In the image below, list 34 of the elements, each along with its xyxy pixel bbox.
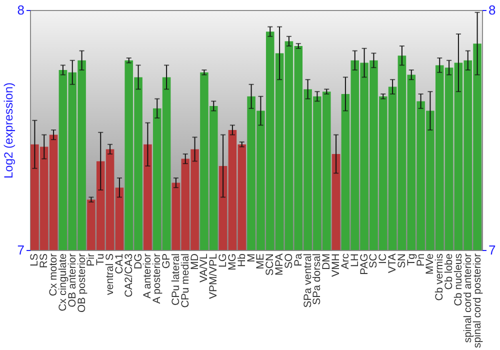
x-tick-label: spinal cord posterior	[471, 252, 484, 348]
x-tick-label: LH	[348, 254, 361, 267]
x-tick-label: Tg	[405, 253, 418, 266]
x-tick-label: IC	[377, 253, 390, 264]
x-tick-label: Tu	[94, 253, 107, 266]
x-tick-label: Hb	[236, 253, 248, 267]
x-tick-label: A anterior	[142, 253, 154, 298]
x-tick-label: LS	[28, 254, 41, 266]
y-axis-title: Log2 (expression)	[1, 82, 16, 179]
x-tick-label: CA2/CA3	[122, 253, 135, 298]
x-tick-label: Cb vermis	[434, 254, 446, 301]
x-tick-label: MVe	[424, 253, 436, 275]
x-tick-label: PAG	[358, 254, 370, 275]
y2-tick-label: 8	[488, 2, 496, 18]
x-tick-label: MD	[188, 253, 201, 270]
x-tick-label: SC	[368, 253, 380, 268]
x-tick-label: SCN	[264, 254, 276, 276]
x-tick-label: RS	[38, 254, 50, 268]
y2-tick-label: 7	[488, 242, 496, 258]
x-tick-label: OB posterior	[76, 253, 88, 312]
x-tick-label: M	[245, 254, 258, 262]
x-tick-label: VPM/VPL	[208, 253, 220, 300]
x-tick-label: ME	[254, 254, 267, 270]
x-tick-label: CPu medial	[179, 254, 192, 308]
x-tick-label: OB anterior	[66, 253, 78, 308]
x-tick-label: spinal cord anterior	[462, 252, 474, 343]
x-tick-label: SPa ventral	[302, 254, 314, 308]
x-tick-label: A posterior	[151, 253, 164, 304]
x-tick-label: Pir	[85, 253, 98, 266]
x-tick-label: VA/VL	[198, 253, 210, 282]
x-tick-label: DG	[132, 254, 144, 270]
x-tick-label: Pa	[292, 253, 304, 266]
x-tick-label: SPa dorsal	[311, 254, 324, 305]
x-tick-label: DM	[320, 254, 333, 270]
